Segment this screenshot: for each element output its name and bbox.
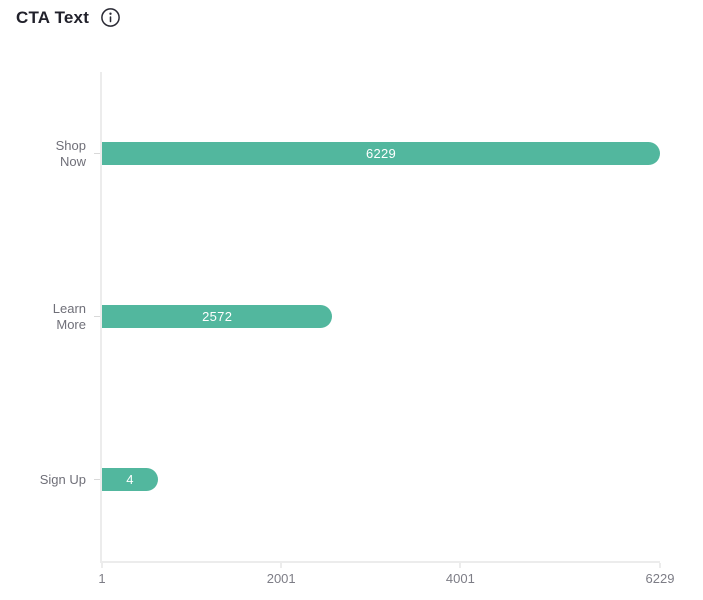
x-axis-tick-mark [459, 563, 461, 568]
category-tick-mark [94, 152, 100, 154]
category-tick-mark [94, 478, 100, 480]
info-icon[interactable] [100, 7, 121, 28]
bar-row: 4 [94, 398, 660, 561]
chart-title: CTA Text [16, 7, 90, 27]
bar-sign-up[interactable]: 4 [102, 468, 158, 491]
info-icon-glyph [101, 8, 120, 27]
chart-header: CTA Text [16, 7, 121, 28]
x-axis-tick-label: 6229 [645, 571, 675, 586]
bar-shop-now[interactable]: 6229 [102, 142, 660, 165]
x-axis: 1 2001 4001 6229 [98, 563, 674, 593]
bar-value-label: 4 [126, 472, 134, 487]
x-axis-tick-label: 2001 [266, 571, 296, 586]
bar-value-label: 2572 [202, 309, 233, 324]
x-axis-tick-label: 1 [98, 571, 106, 586]
category-label-sign-up: Sign Up [39, 471, 86, 487]
bar-row: 6229 [94, 72, 660, 235]
bar-row: 2572 [94, 235, 660, 398]
category-tick-mark [94, 315, 100, 317]
category-label-shop-now: Shop Now [55, 138, 86, 169]
category-axis-labels: Shop Now Learn More Sign Up [0, 72, 93, 561]
category-label-learn-more: Learn More [52, 301, 86, 332]
plot-area: 6229 2572 4 [94, 72, 660, 563]
x-axis-tick-mark [101, 563, 103, 568]
bar-value-label: 6229 [365, 146, 397, 161]
x-axis-tick-label: 4001 [445, 571, 475, 586]
x-axis-tick-mark [659, 563, 661, 568]
bar-learn-more[interactable]: 2572 [102, 305, 333, 328]
x-axis-tick-mark [280, 563, 282, 568]
